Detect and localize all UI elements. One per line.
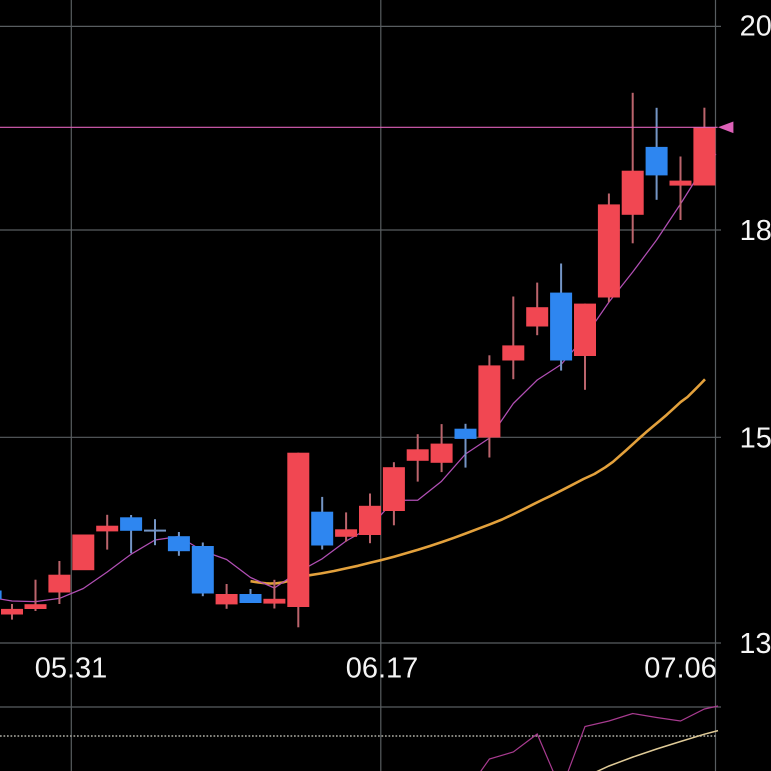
svg-text:05.31: 05.31 <box>35 652 108 684</box>
svg-text:20: 20 <box>740 11 771 43</box>
svg-text:06.17: 06.17 <box>346 652 419 684</box>
svg-text:07.06: 07.06 <box>644 652 717 684</box>
svg-text:13: 13 <box>739 628 771 660</box>
svg-text:15: 15 <box>740 423 771 455</box>
svg-text:18: 18 <box>740 215 771 247</box>
